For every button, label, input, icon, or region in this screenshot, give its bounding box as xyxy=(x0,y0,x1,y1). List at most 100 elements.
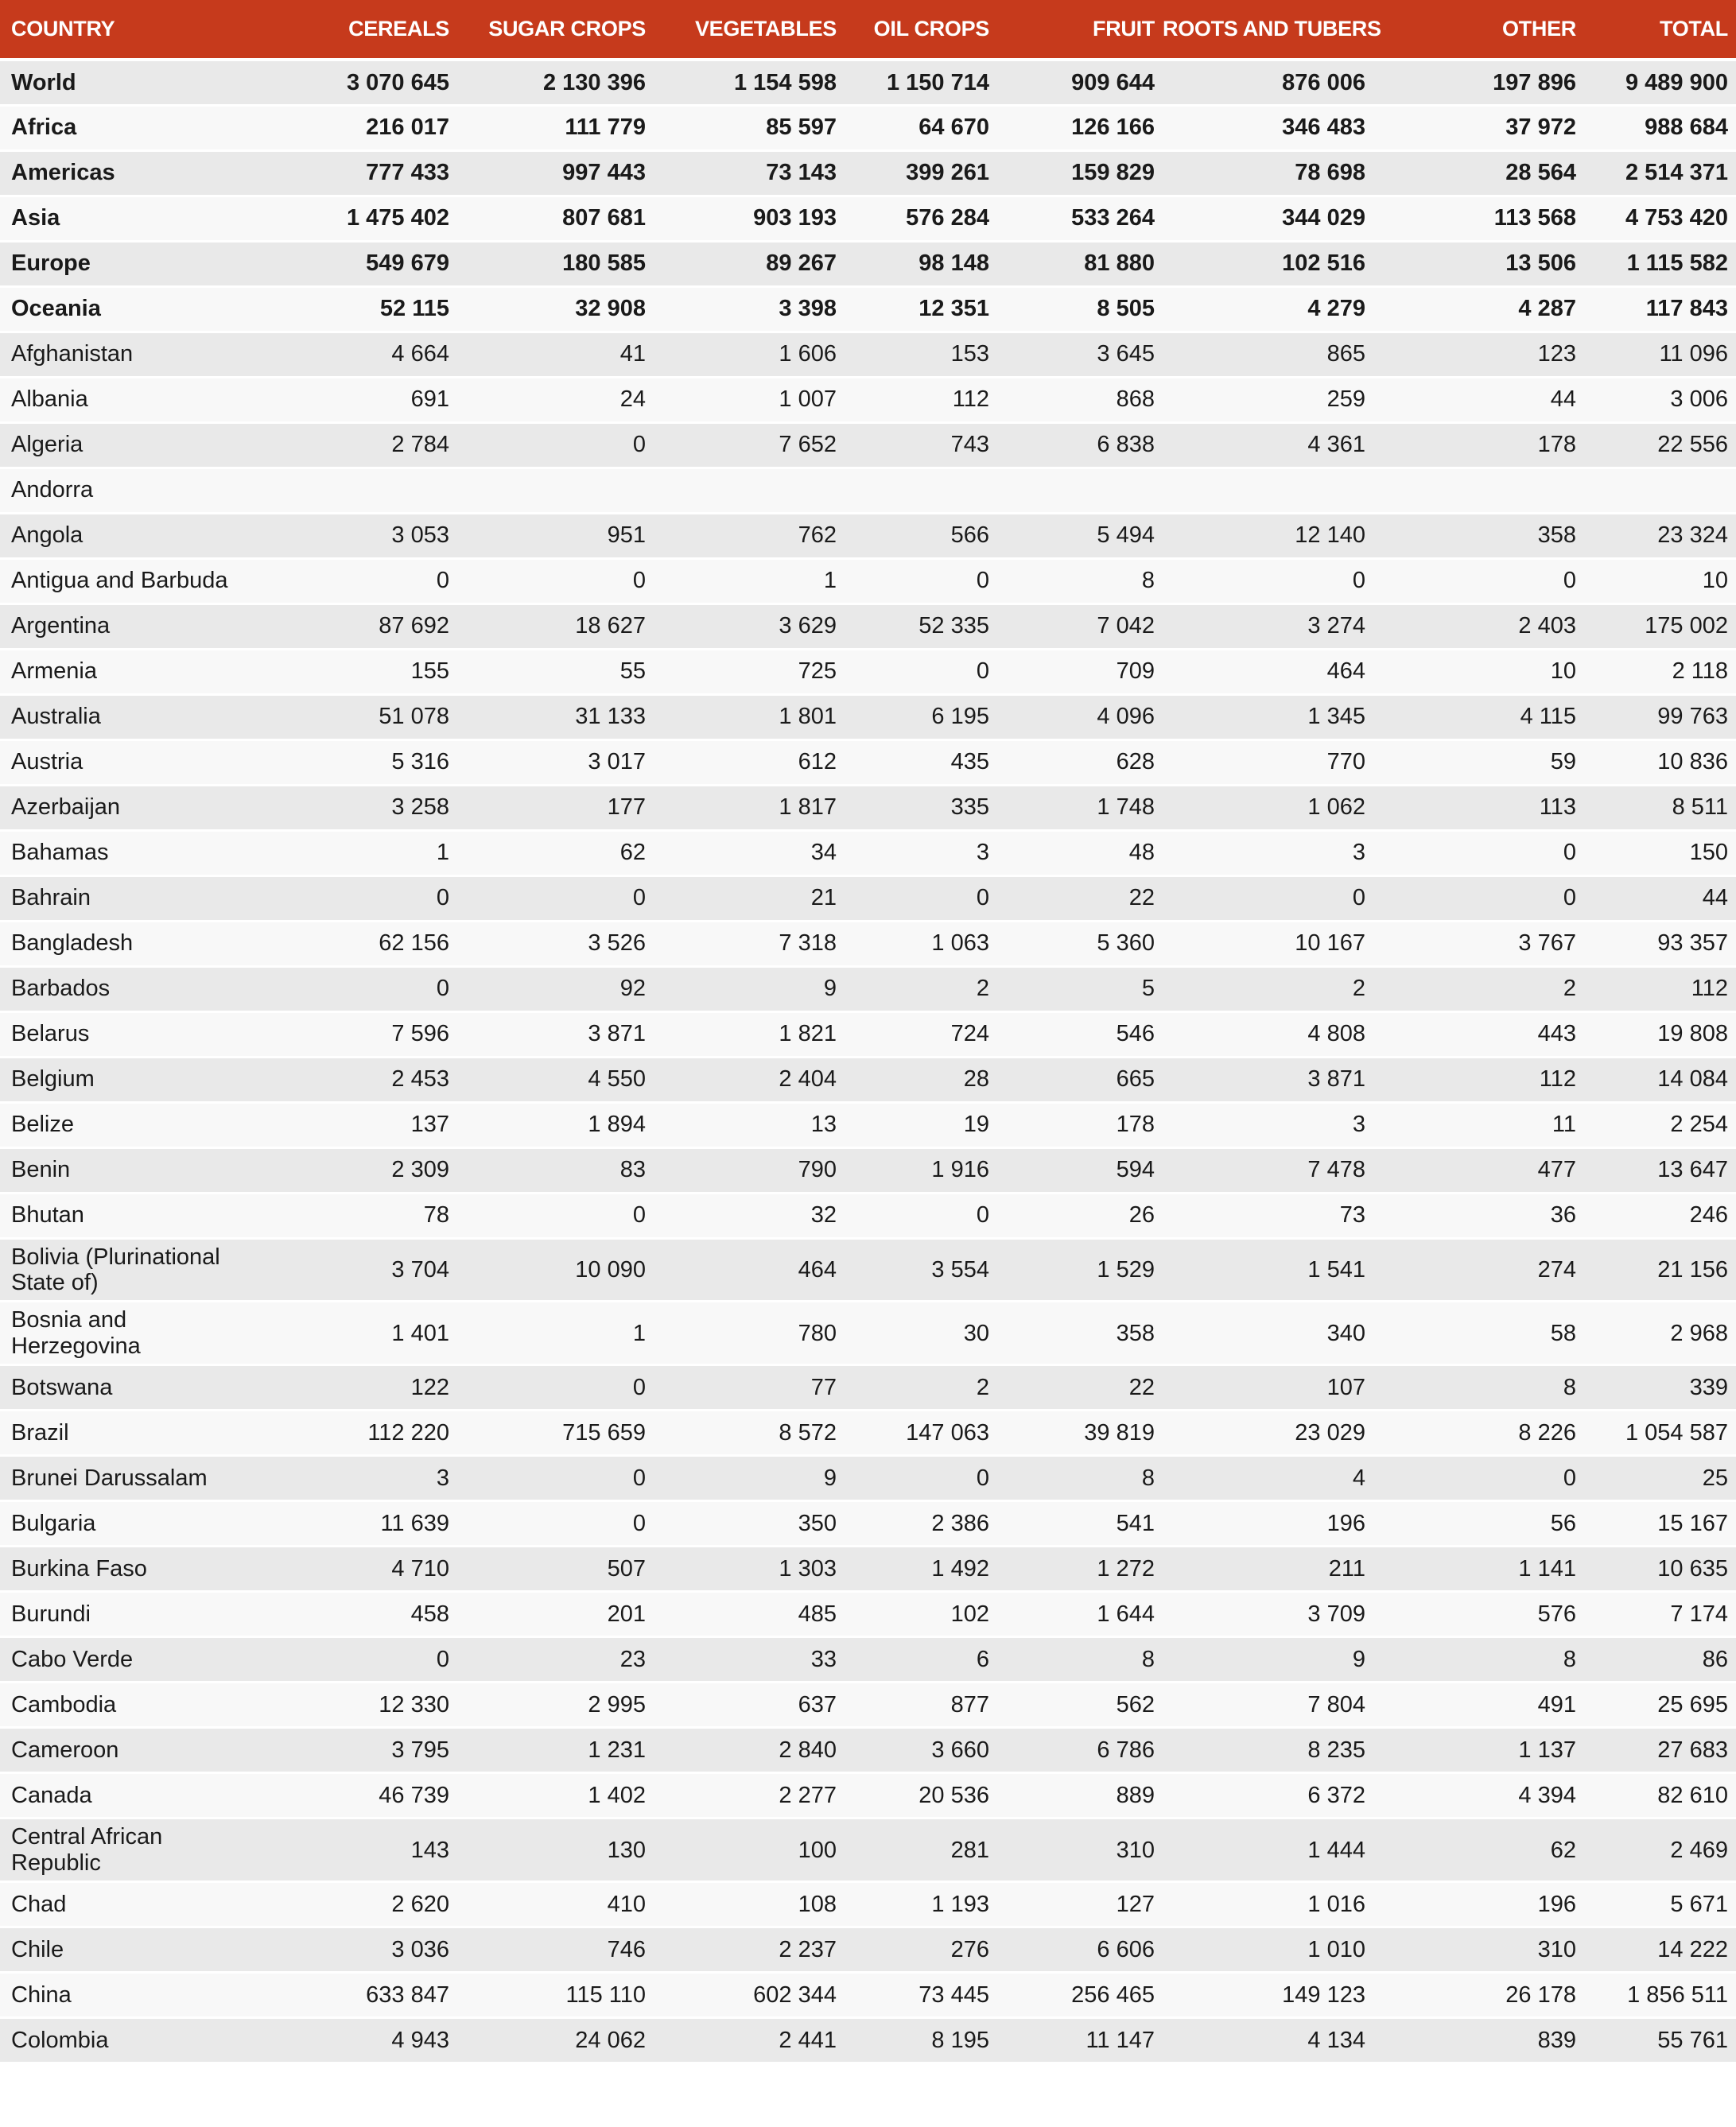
value-cell: 8 xyxy=(997,558,1163,605)
table-row: Bosnia and Herzegovina 1 401 1 780 30 358 340 5… xyxy=(0,1301,1736,1367)
value-cell: 310 xyxy=(997,1818,1163,1884)
country-cell: Asia xyxy=(0,196,254,243)
value-cell: 3 554 xyxy=(845,1238,997,1303)
value-cell: 256 465 xyxy=(997,1972,1163,2020)
column-header-total: TOTAL xyxy=(1584,0,1736,61)
value-cell: 3 xyxy=(1163,1102,1373,1149)
country-cell: Cambodia xyxy=(0,1682,254,1729)
value-cell: 197 896 xyxy=(1373,60,1584,107)
value-cell: 839 xyxy=(1373,2017,1584,2065)
table-row: Bhutan 78 0 32 0 26 73 36 246 xyxy=(0,1193,1736,1240)
value-cell: 143 xyxy=(254,1818,457,1884)
value-cell: 1 856 511 xyxy=(1584,1972,1736,2020)
table-row: Asia 1 475 402 807 681 903 193 576 284 533 26… xyxy=(0,196,1736,243)
value-cell: 576 xyxy=(1373,1591,1584,1639)
value-cell: 807 681 xyxy=(457,196,654,243)
value-cell: 1 xyxy=(654,558,845,605)
table-row: Canada 46 739 1 402 2 277 20 536 889 6 372 4 39… xyxy=(0,1772,1736,1820)
value-cell: 111 779 xyxy=(457,105,654,152)
value-cell: 3 629 xyxy=(654,604,845,650)
value-cell: 1 063 xyxy=(845,921,997,968)
value-cell: 7 042 xyxy=(997,604,1163,650)
value-cell: 1 062 xyxy=(1163,785,1373,832)
value-cell: 868 xyxy=(997,377,1163,424)
table-row: Cambodia 12 330 2 995 637 877 562 7 804 491 25 6… xyxy=(0,1682,1736,1729)
value-cell: 12 140 xyxy=(1163,513,1373,560)
value-cell: 82 610 xyxy=(1584,1772,1736,1820)
value-cell: 147 063 xyxy=(845,1410,997,1457)
value-cell: 1 801 xyxy=(654,694,845,741)
header-row: COUNTRY CEREALS SUGAR CROPS VEGETABLES OIL C… xyxy=(0,0,1736,61)
table-row: Brazil 112 220 715 659 8 572 147 063 39 819 23… xyxy=(0,1410,1736,1457)
value-cell: 3 xyxy=(1163,830,1373,877)
value-cell: 507 xyxy=(457,1546,654,1593)
table-row: Oceania 52 115 32 908 3 398 12 351 8 505 4 279… xyxy=(0,286,1736,333)
value-cell: 150 xyxy=(1584,830,1736,877)
value-cell: 59 xyxy=(1373,739,1584,786)
value-cell: 709 xyxy=(997,649,1163,696)
value-cell: 1 821 xyxy=(654,1011,845,1058)
country-cell: Andorra xyxy=(0,468,254,514)
value-cell: 358 xyxy=(997,1301,1163,1367)
value-cell: 44 xyxy=(1373,377,1584,424)
value-cell: 37 972 xyxy=(1373,105,1584,152)
value-cell: 346 483 xyxy=(1163,105,1373,152)
value-cell: 25 695 xyxy=(1584,1682,1736,1729)
value-cell: 23 xyxy=(457,1636,654,1684)
column-header-country: COUNTRY xyxy=(0,0,254,61)
value-cell: 15 167 xyxy=(1584,1500,1736,1548)
table-row: Angola 3 053 951 762 566 5 494 12 140 358 23 324 xyxy=(0,513,1736,560)
value-cell: 64 670 xyxy=(845,105,997,152)
value-cell: 2 386 xyxy=(845,1500,997,1548)
country-cell: Cabo Verde xyxy=(0,1636,254,1684)
value-cell: 4 287 xyxy=(1373,286,1584,333)
value-cell: 23 324 xyxy=(1584,513,1736,560)
value-cell: 1 115 582 xyxy=(1584,241,1736,288)
value-cell: 13 xyxy=(654,1102,845,1149)
table-row: Bolivia (Plurinational State of) 3 704 10 … xyxy=(0,1238,1736,1303)
value-cell: 78 698 xyxy=(1163,150,1373,197)
value-cell: 790 xyxy=(654,1147,845,1194)
country-cell: Bolivia (Plurinational State of) xyxy=(0,1238,254,1303)
value-cell: 178 xyxy=(1373,422,1584,469)
value-cell: 1 894 xyxy=(457,1102,654,1149)
value-cell: 464 xyxy=(1163,649,1373,696)
country-cell: World xyxy=(0,60,254,107)
value-cell: 3 645 xyxy=(997,332,1163,378)
table-row: Belize 137 1 894 13 19 178 3 11 2 254 xyxy=(0,1102,1736,1149)
value-cell: 52 335 xyxy=(845,604,997,650)
value-cell: 32 xyxy=(654,1193,845,1240)
value-cell: 2 xyxy=(845,966,997,1013)
value-cell: 339 xyxy=(1584,1364,1736,1412)
value-cell: 26 xyxy=(997,1193,1163,1240)
value-cell: 988 684 xyxy=(1584,105,1736,152)
value-cell: 112 xyxy=(845,377,997,424)
value-cell: 3 053 xyxy=(254,513,457,560)
table-row: Benin 2 309 83 790 1 916 594 7 478 477 13 647 xyxy=(0,1147,1736,1194)
value-cell: 8 235 xyxy=(1163,1727,1373,1775)
value-cell: 1 401 xyxy=(254,1301,457,1367)
value-cell: 8 195 xyxy=(845,2017,997,2065)
value-cell: 24 062 xyxy=(457,2017,654,2065)
value-cell: 21 xyxy=(654,875,845,922)
value-cell: 410 xyxy=(457,1881,654,1929)
value-cell: 594 xyxy=(997,1147,1163,1194)
value-cell: 715 659 xyxy=(457,1410,654,1457)
country-cell: Bahamas xyxy=(0,830,254,877)
value-cell: 1 817 xyxy=(654,785,845,832)
value-cell: 11 639 xyxy=(254,1500,457,1548)
country-cell: Bhutan xyxy=(0,1193,254,1240)
value-cell: 2 403 xyxy=(1373,604,1584,650)
value-cell: 7 174 xyxy=(1584,1591,1736,1639)
country-cell: Bosnia and Herzegovina xyxy=(0,1301,254,1367)
value-cell: 1 xyxy=(457,1301,654,1367)
value-cell: 112 xyxy=(1373,1057,1584,1104)
value-cell: 0 xyxy=(457,1193,654,1240)
value-cell: 126 166 xyxy=(997,105,1163,152)
value-cell: 23 029 xyxy=(1163,1410,1373,1457)
country-cell: Burkina Faso xyxy=(0,1546,254,1593)
value-cell: 3 660 xyxy=(845,1727,997,1775)
column-header-vegetables: VEGETABLES xyxy=(654,0,845,61)
value-cell: 87 692 xyxy=(254,604,457,650)
table-row: Africa 216 017 111 779 85 597 64 670 126 166 3… xyxy=(0,105,1736,152)
